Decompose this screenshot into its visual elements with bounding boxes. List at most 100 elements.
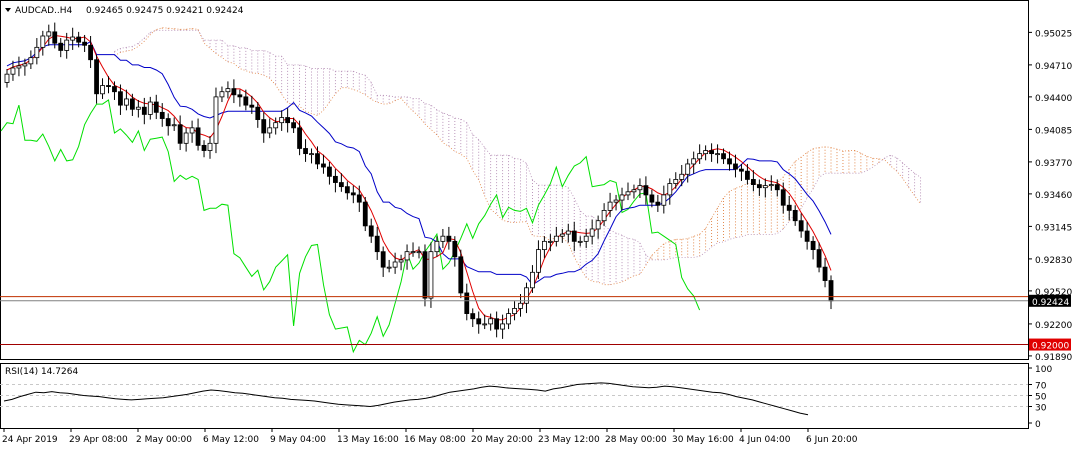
price-tick-label: 0.93770 bbox=[1035, 159, 1072, 169]
candle-body bbox=[40, 35, 46, 48]
candle-body bbox=[267, 127, 273, 134]
candle-body bbox=[159, 111, 165, 119]
candle-body bbox=[141, 106, 147, 115]
candle-body bbox=[213, 96, 219, 144]
price-tick-label: 0.91890 bbox=[1035, 353, 1072, 363]
candle-body bbox=[362, 201, 368, 227]
candle-body bbox=[655, 201, 661, 206]
rsi-label: RSI(14) 14.7264 bbox=[5, 367, 78, 377]
candle-body bbox=[434, 240, 440, 253]
candle-body bbox=[452, 240, 458, 258]
candle-body bbox=[745, 170, 750, 180]
candle-body bbox=[536, 249, 541, 273]
candle-body bbox=[530, 271, 535, 289]
candle-body bbox=[583, 235, 589, 242]
candle-body bbox=[392, 261, 398, 268]
candle-body bbox=[661, 194, 667, 206]
candle-body bbox=[756, 184, 762, 189]
kijun-sen bbox=[6, 41, 832, 286]
candle-body bbox=[828, 280, 834, 302]
time-tick-label: 28 May 00:00 bbox=[605, 435, 667, 445]
candle-body bbox=[786, 204, 792, 211]
candle-body bbox=[195, 127, 201, 146]
rsi-tick-label: 0 bbox=[1035, 420, 1041, 430]
candle-body bbox=[518, 302, 523, 309]
candle-body bbox=[541, 240, 547, 251]
price-tick-label: 0.92830 bbox=[1035, 256, 1072, 266]
candle-body bbox=[255, 106, 261, 120]
candle-body bbox=[231, 88, 237, 96]
candle-body bbox=[147, 101, 153, 115]
candle-body bbox=[428, 251, 434, 299]
rsi-line bbox=[3, 382, 809, 416]
candle-body bbox=[315, 153, 320, 165]
candle-body bbox=[350, 192, 356, 196]
time-tick-label: 13 May 16:00 bbox=[337, 435, 399, 445]
candle-body bbox=[165, 118, 171, 127]
rsi-tick-label: 50 bbox=[1035, 393, 1047, 403]
candle-body bbox=[273, 122, 279, 129]
candle-body bbox=[356, 194, 362, 203]
candle-body bbox=[135, 106, 141, 110]
candle-body bbox=[82, 41, 88, 46]
candle-body bbox=[261, 119, 267, 134]
candle-body bbox=[589, 228, 595, 237]
candle-body bbox=[482, 323, 488, 326]
candle-body bbox=[94, 59, 99, 95]
candle-body bbox=[571, 230, 577, 242]
price-tick-label: 0.95025 bbox=[1035, 29, 1072, 39]
price-tick-label: 0.93145 bbox=[1035, 223, 1072, 233]
candle-body bbox=[780, 189, 786, 206]
price-tick-label: 0.94085 bbox=[1035, 126, 1072, 136]
candle-body bbox=[16, 65, 22, 69]
candle-body bbox=[219, 91, 225, 98]
candle-body bbox=[553, 235, 559, 242]
candle-body bbox=[733, 163, 738, 170]
time-tick-label: 9 May 04:00 bbox=[270, 435, 326, 445]
candle-body bbox=[595, 220, 601, 230]
candle-body bbox=[303, 148, 308, 155]
candle-body bbox=[153, 101, 159, 113]
senkou-span-b bbox=[114, 29, 921, 261]
candle-body bbox=[625, 191, 631, 196]
menu-triangle-icon[interactable] bbox=[5, 8, 11, 12]
candle-body bbox=[762, 185, 768, 189]
candle-body bbox=[70, 36, 76, 41]
candle-body bbox=[52, 31, 58, 44]
candle-body bbox=[619, 194, 625, 201]
senkou-span-a bbox=[114, 27, 921, 286]
price-tick-label: 0.92200 bbox=[1035, 321, 1072, 331]
candle-body bbox=[344, 186, 350, 194]
candle-body bbox=[333, 175, 338, 183]
candle-body bbox=[46, 31, 52, 37]
candle-body bbox=[703, 150, 709, 155]
candle-body bbox=[727, 158, 732, 165]
candle-body bbox=[494, 318, 500, 330]
time-tick-label: 20 May 20:00 bbox=[471, 435, 533, 445]
rsi-tick-label: 100 bbox=[1035, 365, 1052, 375]
time-tick-label: 6 Jun 20:00 bbox=[806, 435, 858, 445]
candle-body bbox=[100, 85, 105, 95]
candle-body bbox=[768, 184, 774, 187]
candle-body bbox=[715, 153, 720, 156]
candle-body bbox=[279, 117, 285, 124]
candle-body bbox=[691, 158, 697, 165]
symbol-label: AUDCAD..H4 bbox=[15, 6, 73, 16]
candle-body bbox=[476, 318, 482, 325]
candle-body bbox=[673, 179, 679, 184]
candle-body bbox=[607, 201, 613, 211]
rsi-tick-label: 30 bbox=[1035, 404, 1047, 414]
candle-body bbox=[709, 150, 714, 155]
candle-body bbox=[177, 124, 183, 144]
candle-body bbox=[804, 230, 810, 242]
candle-body bbox=[649, 194, 655, 203]
candle-body bbox=[679, 173, 685, 180]
candle-body bbox=[798, 220, 804, 232]
candle-body bbox=[88, 44, 93, 61]
candle-body bbox=[637, 185, 643, 191]
current-price-tag bbox=[1029, 294, 1071, 307]
candle-body bbox=[613, 199, 619, 203]
candle-body bbox=[112, 86, 117, 93]
